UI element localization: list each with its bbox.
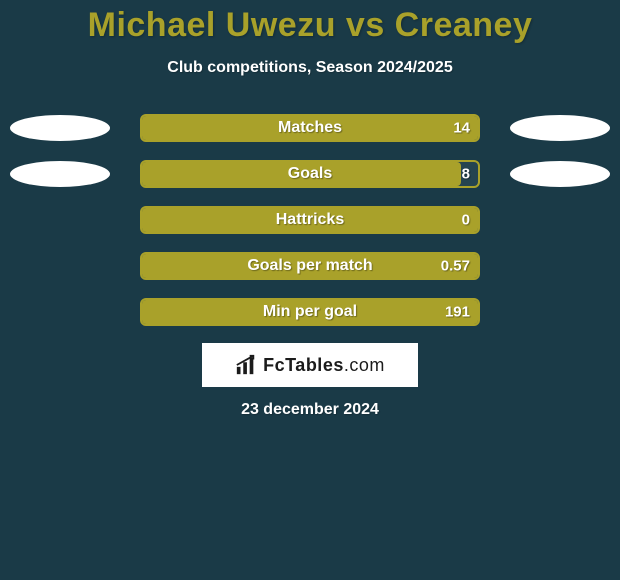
logo-text-bold: FcTables (263, 355, 344, 375)
stat-bar: Matches14 (140, 114, 480, 142)
player-left-marker (10, 115, 110, 141)
stat-row: Matches14 (0, 113, 620, 143)
stat-bar-fill (142, 254, 478, 278)
page-subtitle: Club competitions, Season 2024/2025 (0, 59, 620, 77)
logo-text-thin: .com (344, 355, 385, 375)
stat-bar: Goals8 (140, 160, 480, 188)
stat-bar: Hattricks0 (140, 206, 480, 234)
stat-row: Goals8 (0, 159, 620, 189)
logo-text: FcTables.com (263, 355, 385, 376)
stat-bar-fill (142, 208, 478, 232)
stat-row: Min per goal191 (0, 297, 620, 327)
stat-bar-fill (142, 300, 478, 324)
stat-bar: Min per goal191 (140, 298, 480, 326)
stat-bar-fill (142, 116, 478, 140)
stat-bar-fill (142, 162, 461, 186)
bar-chart-icon (235, 354, 257, 376)
player-left-marker (10, 161, 110, 187)
stat-bar: Goals per match0.57 (140, 252, 480, 280)
fctables-logo: FcTables.com (202, 343, 418, 387)
comparison-card: Michael Uwezu vs Creaney Club competitio… (0, 0, 620, 580)
stat-row: Hattricks0 (0, 205, 620, 235)
player-right-marker (510, 161, 610, 187)
stats-chart: Matches14 Goals8 Hattricks0 Goals per match… (0, 113, 620, 327)
snapshot-date: 23 december 2024 (0, 401, 620, 419)
stat-value: 8 (462, 166, 470, 183)
player-right-marker (510, 115, 610, 141)
stat-row: Goals per match0.57 (0, 251, 620, 281)
page-title: Michael Uwezu vs Creaney (0, 0, 620, 45)
